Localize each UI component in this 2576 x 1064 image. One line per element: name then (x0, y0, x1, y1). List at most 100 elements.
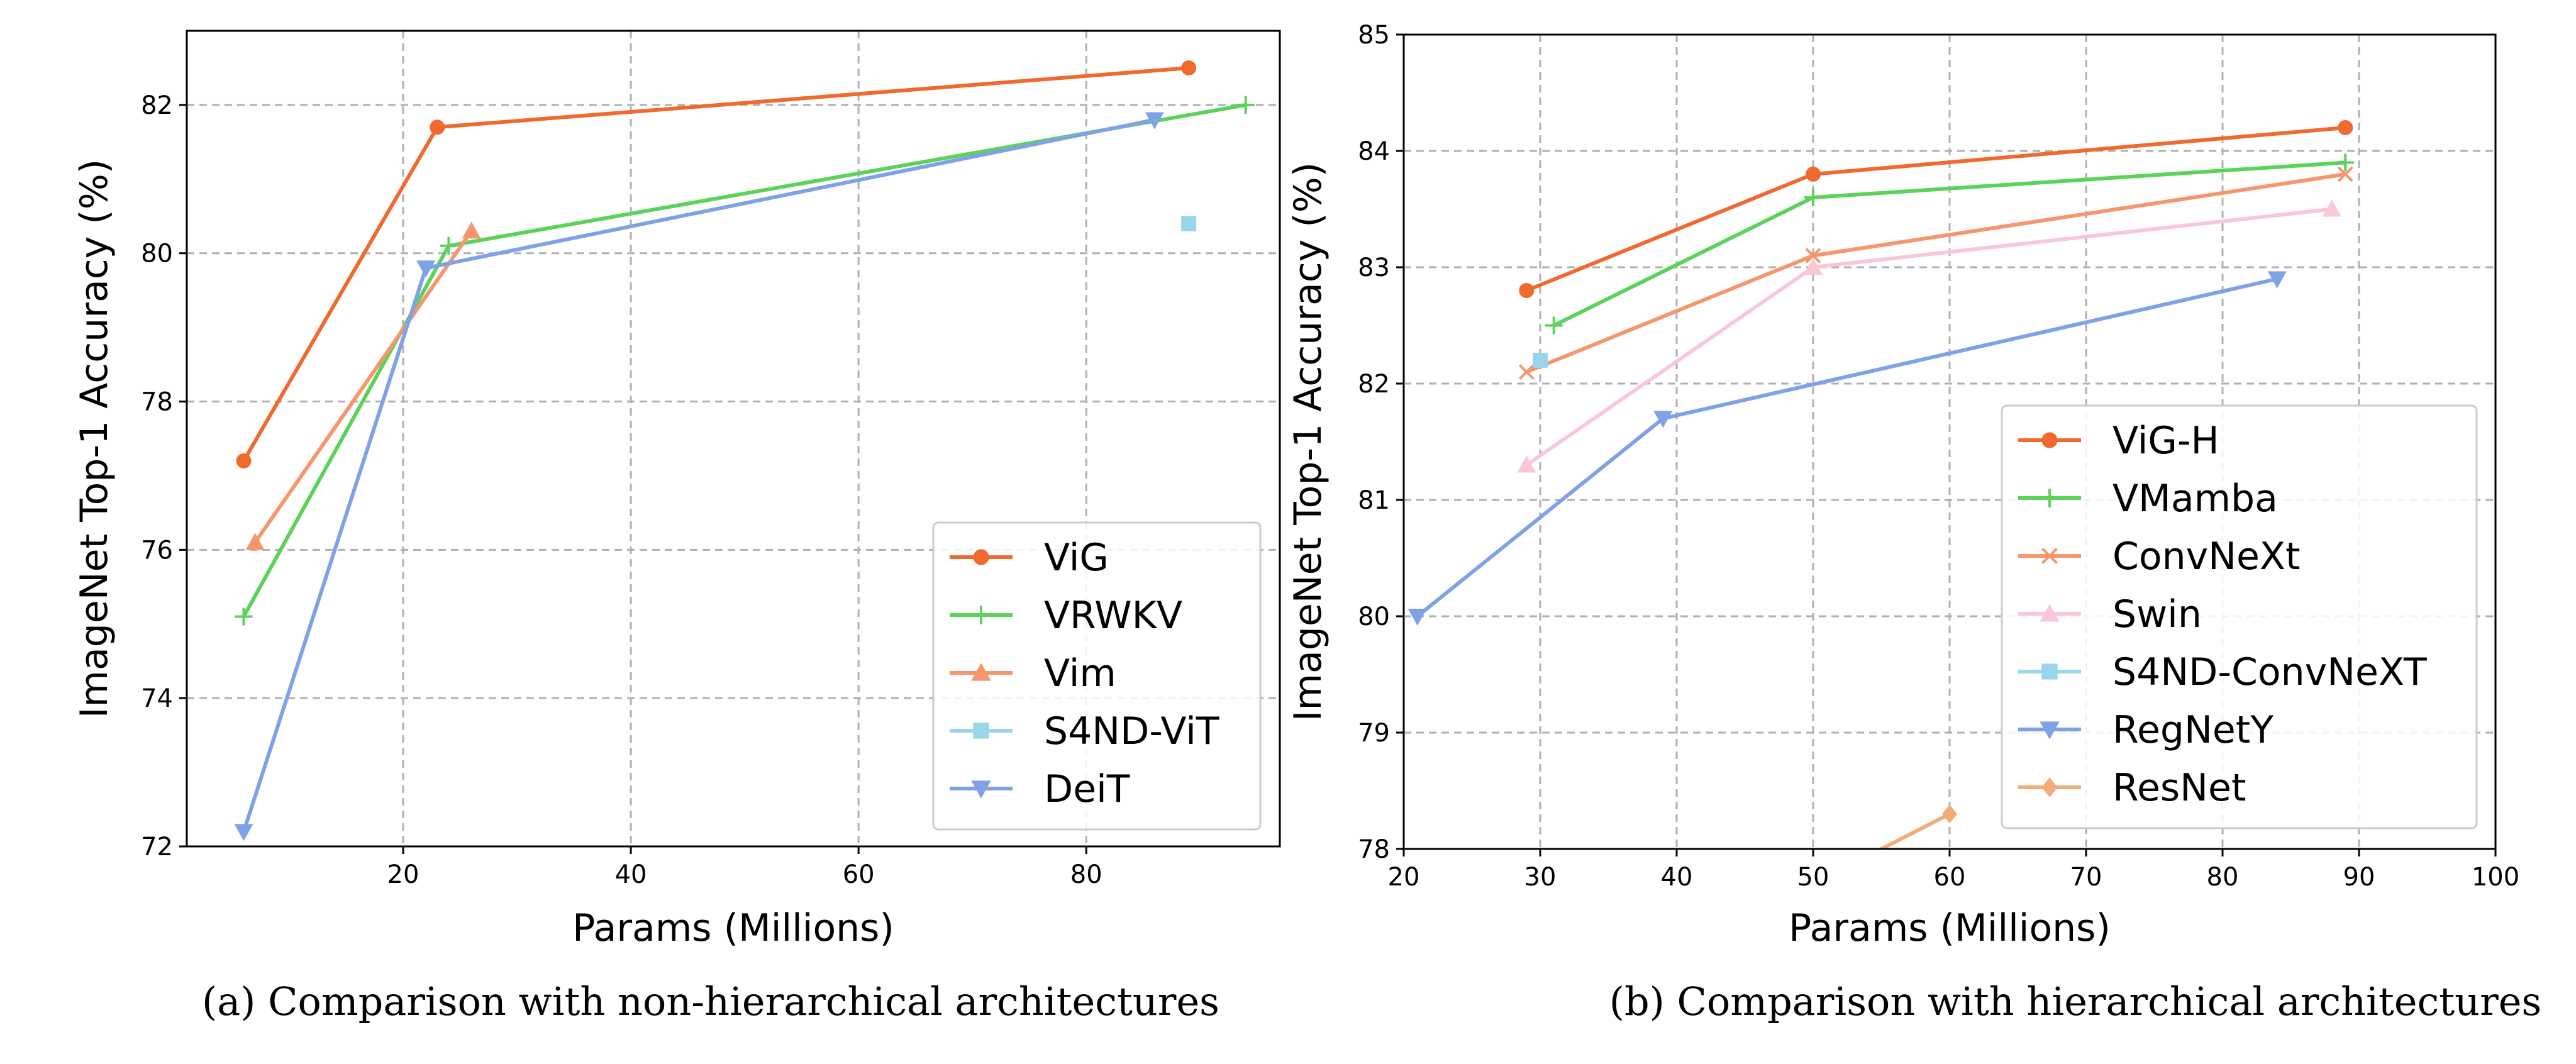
data-point (430, 119, 445, 135)
y-tick-label: 76 (141, 536, 173, 565)
axes: 20 40 60 80 72 74 76 78 80 82 (141, 91, 1102, 889)
x-tick-label: 40 (615, 860, 647, 889)
data-point (1545, 316, 1563, 335)
legend-marker (2040, 489, 2059, 507)
y-tick-label: 84 (1358, 137, 1390, 166)
x-tick-label: 80 (2207, 863, 2239, 892)
legend-label: S4ND-ViT (1044, 709, 1219, 753)
legend-item: ViG (950, 536, 1109, 580)
legend-marker (2040, 721, 2060, 740)
x-tick-label: 60 (1934, 863, 1966, 892)
x-tick-label: 50 (1797, 863, 1829, 892)
y-tick-label: 78 (1358, 835, 1390, 864)
legend-item: VRWKV (950, 594, 1182, 638)
data-point (1465, 1049, 1480, 1064)
y-tick-label: 78 (141, 388, 173, 417)
data-point (1804, 189, 1822, 206)
data-point (245, 533, 265, 550)
data-point (462, 221, 481, 239)
legend-label: ViG (1044, 536, 1109, 580)
data-point (234, 824, 253, 841)
y-tick-label: 83 (1358, 253, 1390, 282)
data-point (2322, 199, 2341, 217)
legend-marker (971, 663, 991, 681)
y-tick-label: 81 (1358, 486, 1390, 515)
y-tick-label: 82 (1358, 370, 1390, 399)
plot-frame (186, 30, 1281, 848)
legend-box (932, 521, 1262, 831)
data-point (1942, 804, 1957, 824)
data-point (1407, 609, 1427, 626)
x-tick-label: 40 (1661, 863, 1693, 892)
legend-marker (2040, 604, 2060, 622)
data-point (416, 260, 436, 278)
legend-item: S4ND-ViT (950, 709, 1219, 753)
chart-b: 20 30 40 50 60 70 80 90 100 78 79 80 81 82 83 84 85 Param… (1286, 21, 2541, 1064)
plot-area (1407, 120, 2355, 1064)
data-point (2267, 271, 2287, 289)
legend-marker (973, 723, 989, 739)
data-point (1181, 216, 1197, 231)
series-line (253, 230, 474, 544)
data-point (1518, 364, 1535, 380)
legend-marker (2041, 777, 2058, 797)
legend-label: ConvNeXt (2112, 535, 2301, 579)
series-s4nd-vit (1181, 216, 1197, 231)
legend-marker (971, 780, 991, 799)
legend: ViG VRWKV Vim S4ND-ViT DeiT (932, 521, 1262, 831)
data-point (1145, 112, 1164, 130)
legend-label: DeiT (1044, 767, 1130, 811)
y-tick-label: 74 (141, 684, 173, 713)
plot-area (234, 60, 1255, 841)
data-point (1181, 60, 1197, 75)
y-tick-label: 82 (141, 91, 173, 120)
series-vmamba (1545, 153, 2355, 335)
y-tick-label: 79 (1358, 719, 1390, 748)
y-tick-label: 80 (141, 240, 173, 269)
legend-item: ConvNeXt (2018, 535, 2301, 579)
data-point (235, 607, 253, 626)
series-vig (236, 60, 1197, 468)
plot-frame (1402, 33, 2497, 850)
series-resnet (1465, 804, 1957, 1064)
legend-item: DeiT (950, 767, 1130, 811)
y-tick-label: 85 (1358, 21, 1390, 50)
legend-label: Swin (2112, 592, 2202, 636)
data-point (1806, 167, 1821, 182)
data-point (1804, 258, 1823, 275)
series-convnext (1518, 166, 2353, 380)
data-point (1653, 411, 1673, 428)
legend-marker (972, 606, 991, 624)
series-s4nd-convnext (1533, 353, 1548, 368)
series-deit (234, 112, 1164, 841)
legend-label: ViG-H (2112, 419, 2219, 463)
data-point (1517, 455, 1536, 473)
legend-marker (973, 549, 989, 565)
x-tick-label: 100 (2472, 863, 2519, 892)
y-tick-label: 80 (1358, 602, 1390, 631)
chart-a: 20 40 60 80 72 74 76 78 80 82 Params (Millions) Ima… (72, 30, 1281, 1024)
legend-item: RegNetY (2018, 708, 2273, 752)
x-tick-label: 70 (2070, 863, 2102, 892)
data-point (2337, 166, 2353, 182)
series-vrwkv (235, 96, 1255, 626)
legend-item: ViG-H (2018, 419, 2219, 463)
legend-marker (2041, 548, 2058, 564)
data-point (236, 453, 252, 468)
legend-label: Vim (1044, 651, 1116, 695)
data-point (2336, 153, 2355, 172)
series-vim (245, 221, 481, 550)
legend-box (2001, 404, 2478, 829)
y-tick-label: 72 (141, 833, 173, 862)
legend-label: VMamba (2112, 477, 2278, 521)
caption: (a) Comparison with non-hierarchical arc… (202, 978, 1219, 1024)
x-axis-label: Params (Millions) (1789, 906, 2111, 950)
data-point (1533, 353, 1548, 368)
series-vig-h (1519, 120, 2353, 298)
data-point (1805, 248, 1821, 263)
legend-label: RegNetY (2112, 708, 2273, 752)
x-tick-label: 60 (843, 860, 875, 889)
legend-item: Swin (2018, 592, 2202, 636)
data-point (1519, 283, 1535, 298)
